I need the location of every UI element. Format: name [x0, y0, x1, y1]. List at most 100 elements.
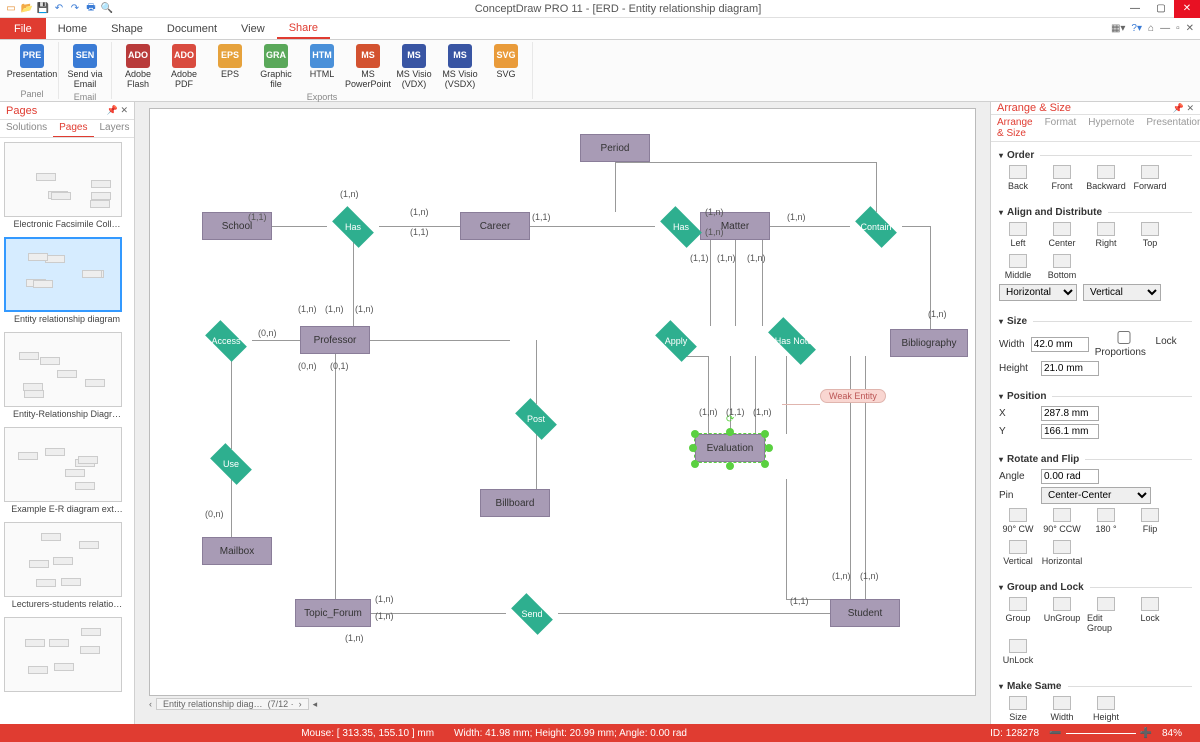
pin-icon[interactable]: 📌 ✕ — [1173, 103, 1194, 114]
rot-btns--[interactable]: 180 ° — [1087, 508, 1125, 534]
entity-bibliography[interactable]: Bibliography — [890, 329, 968, 357]
file-menu[interactable]: File — [0, 18, 46, 39]
pages-tab-solutions[interactable]: Solutions — [0, 120, 53, 137]
grp-btns-edit-group[interactable]: Edit Group — [1087, 597, 1125, 633]
qat-new-icon[interactable]: ▭ — [4, 2, 18, 16]
arrange-tab-hypernote[interactable]: Hypernote — [1082, 115, 1140, 141]
page-thumb[interactable]: Electronic Facsimile Coll… — [4, 142, 130, 229]
tab-view[interactable]: View — [229, 18, 277, 39]
page-thumb[interactable]: Lecturers-students relatio… — [4, 522, 130, 609]
ribbon-ms-visio-vdx-[interactable]: MS MS Visio (VDX) — [392, 42, 436, 92]
qat-preview-icon[interactable]: 🔍 — [100, 2, 114, 16]
minimize-button[interactable]: — — [1122, 0, 1148, 18]
relation-has1[interactable]: Has — [327, 212, 379, 242]
ribbon-ms-visio-vsdx-[interactable]: MS MS Visio (VSDX) — [438, 42, 482, 92]
align-btns-left[interactable]: Left — [999, 222, 1037, 248]
qat-save-icon[interactable]: 💾 — [36, 2, 50, 16]
canvas-area[interactable]: PeriodSchoolCareerMatterProfessorBibliog… — [135, 102, 990, 724]
rot-btns-horizontal[interactable]: Horizontal — [1043, 540, 1081, 566]
relation-apply[interactable]: Apply — [650, 326, 702, 356]
win-min-icon[interactable]: — — [1160, 23, 1170, 34]
align-btns-bottom[interactable]: Bottom — [1043, 254, 1081, 280]
arrange-tab-presentation[interactable]: Presentation — [1140, 115, 1200, 141]
qat-open-icon[interactable]: 📂 — [20, 2, 34, 16]
same-btns-height[interactable]: Height — [1087, 696, 1125, 722]
order-btns-backward[interactable]: Backward — [1087, 165, 1125, 191]
relation-ithas[interactable]: It Has Notes — [760, 326, 824, 356]
qat-redo-icon[interactable]: ↷ — [68, 2, 82, 16]
page-thumb[interactable]: Entity-Relationship Diagr… — [4, 332, 130, 419]
position-section[interactable]: Position — [999, 391, 1192, 402]
zoom-slider[interactable] — [1066, 733, 1136, 734]
ribbon-eps[interactable]: EPSEPS — [208, 42, 252, 92]
entity-topic[interactable]: Topic_Forum — [295, 599, 371, 627]
align-section[interactable]: Align and Distribute — [999, 207, 1192, 218]
arrange-tab-format[interactable]: Format — [1039, 115, 1083, 141]
entity-period[interactable]: Period — [580, 134, 650, 162]
qat-print-icon[interactable]: 🖶 — [84, 2, 98, 16]
size-section[interactable]: Size — [999, 316, 1192, 327]
page-thumb[interactable] — [4, 617, 130, 694]
y-input[interactable] — [1041, 424, 1099, 439]
order-btns-forward[interactable]: Forward — [1131, 165, 1169, 191]
entity-evaluation[interactable]: Evaluation — [695, 434, 765, 462]
ribbon-send-via-email[interactable]: SENSend via Email — [63, 42, 107, 92]
relation-contain[interactable]: Contain — [850, 212, 902, 242]
lock-proportions-checkbox[interactable] — [1095, 331, 1153, 344]
x-input[interactable] — [1041, 406, 1099, 421]
entity-billboard[interactable]: Billboard — [480, 489, 550, 517]
pages-tab-layers[interactable]: Layers — [94, 120, 136, 137]
pin-icon[interactable]: 📌 ✕ — [107, 105, 128, 116]
order-btns-front[interactable]: Front — [1043, 165, 1081, 191]
close-button[interactable]: ✕ — [1174, 0, 1200, 18]
relation-access[interactable]: Access — [200, 326, 252, 356]
angle-input[interactable] — [1041, 469, 1099, 484]
ribbon-presentation[interactable]: PREPresentation — [10, 42, 54, 82]
order-btns-back[interactable]: Back — [999, 165, 1037, 191]
page-thumb[interactable]: Example E-R diagram ext… — [4, 427, 130, 514]
tab-home[interactable]: Home — [46, 18, 99, 39]
grp-btns-ungroup[interactable]: UnGroup — [1043, 597, 1081, 633]
page-thumb[interactable]: Entity relationship diagram — [4, 237, 130, 324]
relation-send[interactable]: Send — [506, 599, 558, 629]
tab-document[interactable]: Document — [155, 18, 229, 39]
align-btns-right[interactable]: Right — [1087, 222, 1125, 248]
rot-btns-vertical[interactable]: Vertical — [999, 540, 1037, 566]
same-btns-size[interactable]: Size — [999, 696, 1037, 722]
group-section[interactable]: Group and Lock — [999, 582, 1192, 593]
ribbon-html[interactable]: HTMHTML — [300, 42, 344, 92]
entity-student[interactable]: Student — [830, 599, 900, 627]
entity-professor[interactable]: Professor — [300, 326, 370, 354]
tab-shape[interactable]: Shape — [99, 18, 155, 39]
win-restore-icon[interactable]: ▫ — [1176, 23, 1180, 34]
options-icon[interactable]: ▦▾ — [1111, 23, 1125, 34]
zoom-in-icon[interactable]: ➕ — [1140, 728, 1152, 739]
ribbon-ms-powerpoint[interactable]: MS MS PowerPoint — [346, 42, 390, 92]
grp-btns-group[interactable]: Group — [999, 597, 1037, 633]
arrange-tab-arrange-size[interactable]: Arrange & Size — [991, 115, 1039, 141]
order-section[interactable]: Order — [999, 150, 1192, 161]
rot-btns--cw[interactable]: 90° CW — [999, 508, 1037, 534]
relation-use[interactable]: Use — [205, 449, 257, 479]
maximize-button[interactable]: ▢ — [1148, 0, 1174, 18]
horizontal-select[interactable]: Horizontal — [999, 284, 1077, 301]
zoom-out-icon[interactable]: ➖ — [1049, 728, 1061, 739]
ribbon-graphic-file[interactable]: GRAGraphic file — [254, 42, 298, 92]
same-section[interactable]: Make Same — [999, 681, 1192, 692]
align-btns-top[interactable]: Top — [1131, 222, 1169, 248]
align-btns-middle[interactable]: Middle — [999, 254, 1037, 280]
tab-share[interactable]: Share — [277, 18, 330, 39]
qat-undo-icon[interactable]: ↶ — [52, 2, 66, 16]
relation-post[interactable]: Post — [510, 404, 562, 434]
same-btns-width[interactable]: Width — [1043, 696, 1081, 722]
rot-btns-flip[interactable]: Flip — [1131, 508, 1169, 534]
rotate-section[interactable]: Rotate and Flip — [999, 454, 1192, 465]
vertical-select[interactable]: Vertical — [1083, 284, 1161, 301]
grp-btns-lock[interactable]: Lock — [1131, 597, 1169, 633]
drawing-canvas[interactable]: PeriodSchoolCareerMatterProfessorBibliog… — [149, 108, 976, 696]
pages-tab-pages[interactable]: Pages — [53, 120, 93, 137]
pin-select[interactable]: Center-Center — [1041, 487, 1151, 504]
win-close-icon[interactable]: ✕ — [1186, 23, 1194, 34]
relation-has2[interactable]: Has — [655, 212, 707, 242]
entity-mailbox[interactable]: Mailbox — [202, 537, 272, 565]
